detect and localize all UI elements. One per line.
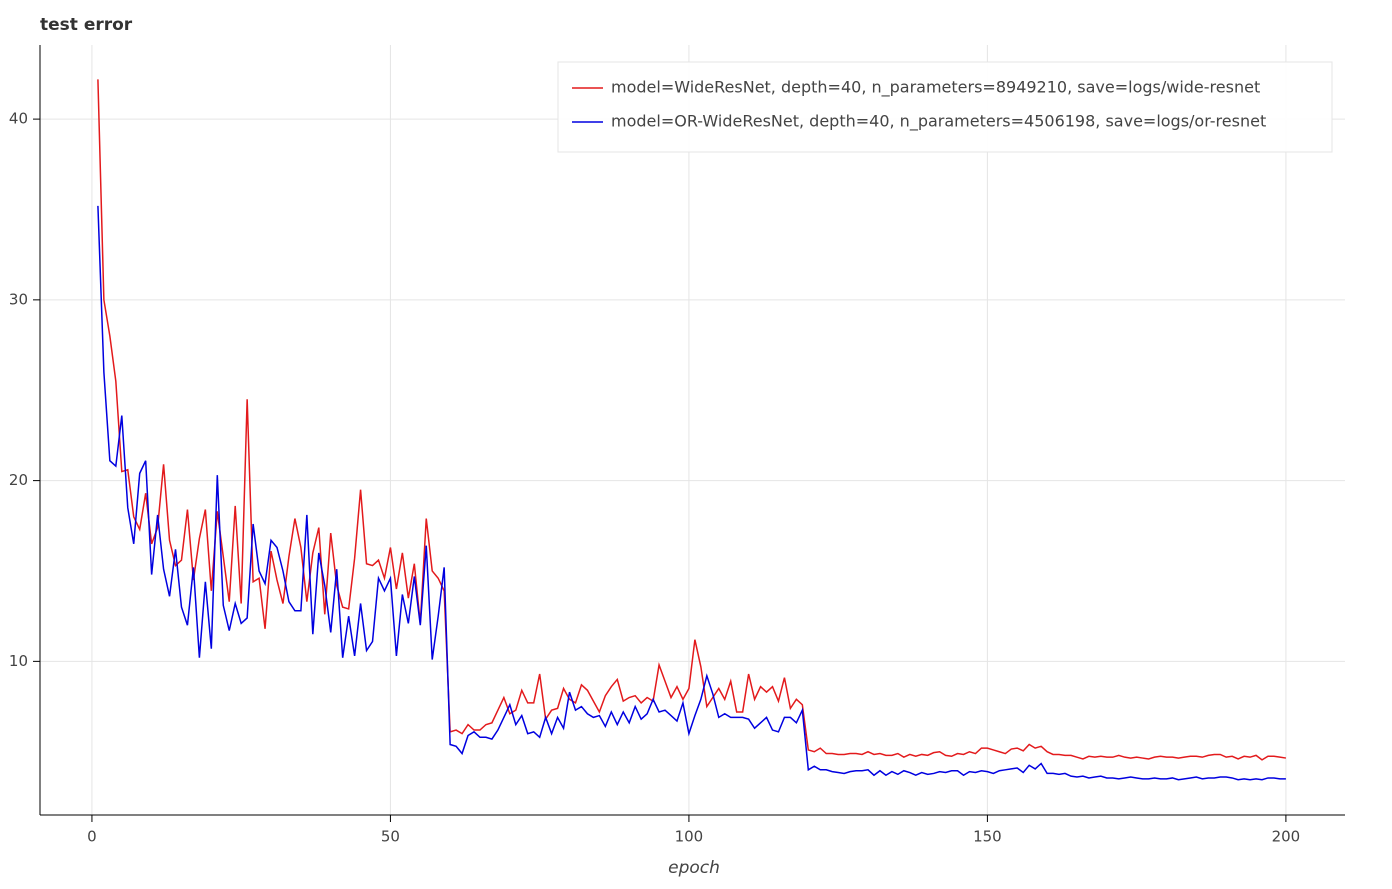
series-line <box>97 79 1287 761</box>
x-axis-label: epoch <box>668 858 720 878</box>
legend: model=WideResNet, depth=40, n_parameters… <box>557 61 1333 153</box>
y-tick-label: 30 <box>9 290 28 308</box>
y-tick-label: 40 <box>9 110 28 128</box>
x-tick-label: 50 <box>381 828 400 846</box>
x-tick-label: 0 <box>87 828 97 846</box>
legend-label: model=WideResNet, depth=40, n_parameters… <box>611 78 1260 98</box>
y-tick-label: 20 <box>9 471 28 489</box>
x-tick-label: 100 <box>675 828 704 846</box>
chart-title: test error <box>40 15 133 35</box>
plot-lines <box>97 79 1287 781</box>
x-tick-label: 200 <box>1272 828 1301 846</box>
legend-label: model=OR-WideResNet, depth=40, n_paramet… <box>611 112 1266 132</box>
y-tick-label: 10 <box>9 652 28 670</box>
series-line <box>97 205 1286 781</box>
grid <box>40 45 1345 815</box>
x-tick-label: 150 <box>973 828 1002 846</box>
legend-box <box>557 61 1333 153</box>
